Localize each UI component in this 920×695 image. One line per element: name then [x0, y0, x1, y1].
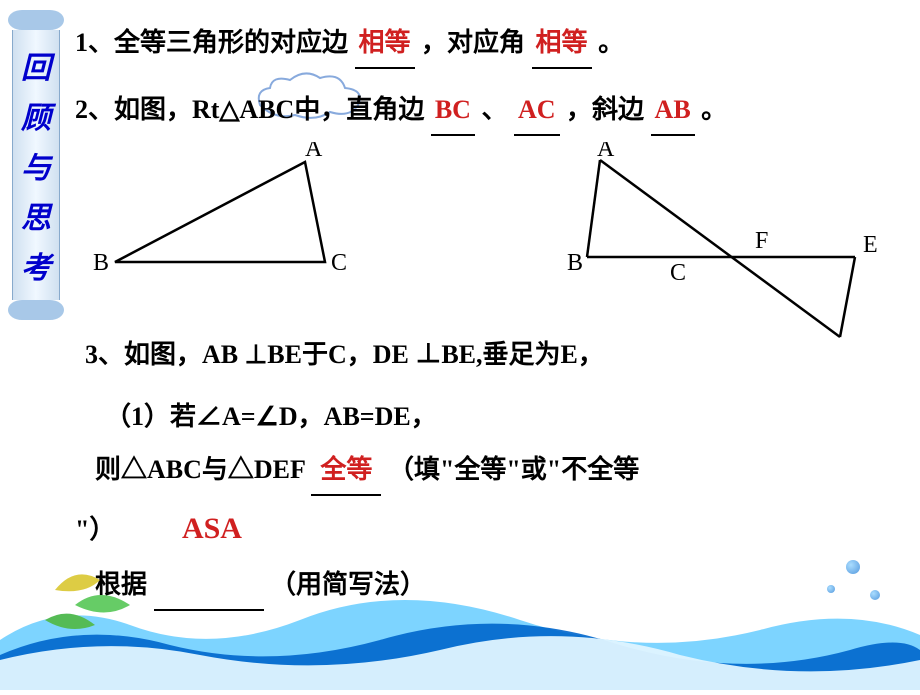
bubble-icon: [827, 585, 835, 593]
content-area: 1、全等三角形的对应边 相等 ，对应角 相等 。 2、如图，Rt△ABC中，直角…: [75, 20, 905, 617]
question-1: 1、全等三角形的对应边 相等 ，对应角 相等 。: [75, 20, 905, 69]
banner-char: 思: [21, 193, 51, 237]
question-3-line3: 则△ABC与△DEF 全等 （填"全等"或"不全等: [95, 447, 905, 496]
bubble-icon: [846, 560, 860, 574]
q3-line1: 3、如图，AB ⊥BE于C，DE ⊥BE,垂足为E，: [85, 340, 604, 369]
q3-line2: （1）若∠A=∠D，AB=DE，: [105, 402, 437, 431]
q3-ans1: 全等: [320, 455, 372, 484]
scroll-body: 回 顾 与 思 考: [12, 30, 60, 300]
question-3-line3b: "） ASA: [75, 502, 905, 556]
q2-ans1: BC: [435, 95, 471, 124]
label2-A: A: [597, 142, 615, 162]
banner-char: 顾: [21, 93, 51, 137]
scroll-cap-top: [8, 10, 64, 30]
q2-suffix: 。: [701, 95, 727, 124]
review-banner: 回 顾 与 思 考: [8, 10, 64, 320]
scroll-cap-bottom: [8, 300, 64, 320]
q1-ans2: 相等: [536, 28, 588, 57]
q3-line3-pre: 则△ABC与△DEF: [95, 455, 305, 484]
banner-char: 回: [21, 43, 51, 87]
banner-char: 与: [21, 143, 51, 187]
triangle-diagrams: A B C A B C F E D: [75, 142, 905, 342]
q1-ans1: 相等: [359, 28, 411, 57]
q2-mid2: ，斜边: [566, 95, 644, 124]
question-3-line2: （1）若∠A=∠D，AB=DE，: [105, 394, 905, 441]
banner-char: 考: [21, 243, 51, 287]
q2-mid1: 、: [481, 95, 507, 124]
label2-E: E: [863, 232, 878, 258]
wave-decoration: [0, 550, 920, 690]
q2-prefix: 2、如图，Rt△ABC中，直角边: [75, 95, 424, 124]
label2-D: D: [835, 340, 852, 342]
q3-ans2: ASA: [182, 512, 242, 545]
bubble-icon: [870, 590, 880, 600]
q1-mid: ，对应角: [421, 28, 525, 57]
label2-B: B: [567, 250, 583, 276]
q1-suffix: 。: [598, 28, 624, 57]
q2-ans3: AB: [655, 95, 691, 124]
q2-ans2: AC: [518, 95, 556, 124]
q3-line3-post2: "）: [75, 515, 115, 544]
q3-line3-post: （填"全等"或"不全等: [388, 455, 639, 484]
label2-F: F: [755, 228, 768, 254]
label-C: C: [331, 250, 347, 276]
label-A: A: [305, 142, 323, 162]
label-B: B: [93, 250, 109, 276]
question-2: 2、如图，Rt△ABC中，直角边 BC 、 AC ，斜边 AB 。: [75, 87, 905, 136]
diagrams-row: A B C A B C F E D: [75, 142, 905, 332]
q1-prefix: 1、全等三角形的对应边: [75, 28, 348, 57]
label2-C: C: [670, 260, 686, 286]
